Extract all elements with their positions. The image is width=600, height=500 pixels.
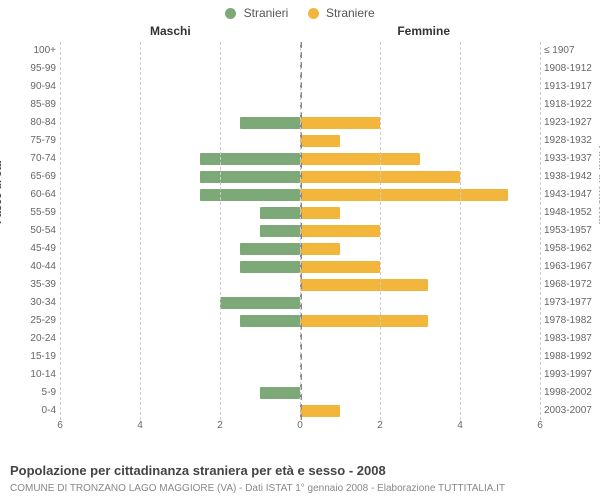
y-label-age: 45-49 [0, 240, 60, 258]
bar-female [300, 153, 420, 165]
y-label-birth: 1908-1912 [540, 60, 600, 78]
y-label-birth: 1928-1932 [540, 132, 600, 150]
footer-sub: COMUNE DI TRONZANO LAGO MAGGIORE (VA) - … [10, 483, 505, 494]
y-label-age: 90-94 [0, 78, 60, 96]
plot-half-female [300, 42, 540, 420]
bar-male [200, 153, 300, 165]
chart-area: Maschi Femmine Fasce di età Anni di nasc… [0, 24, 600, 454]
y-label-birth: ≤ 1907 [540, 42, 600, 60]
y-label-age: 25-29 [0, 312, 60, 330]
x-tick: 6 [537, 420, 543, 431]
bar-male [240, 315, 300, 327]
y-label-age: 35-39 [0, 276, 60, 294]
section-title-female: Femmine [397, 24, 450, 38]
plot-half-male [60, 42, 300, 420]
legend-male-swatch [225, 8, 236, 19]
bar-female [300, 261, 380, 273]
y-label-birth: 1973-1977 [540, 294, 600, 312]
legend-female-label: Straniere [326, 6, 375, 20]
y-label-birth: 1968-1972 [540, 276, 600, 294]
bar-male [240, 243, 300, 255]
section-title-male: Maschi [150, 24, 191, 38]
y-label-age: 50-54 [0, 222, 60, 240]
bar-male [240, 117, 300, 129]
legend-female-swatch [308, 8, 319, 19]
legend-male-label: Stranieri [244, 6, 289, 20]
y-label-age: 55-59 [0, 204, 60, 222]
bar-female [300, 315, 428, 327]
y-label-age: 85-89 [0, 96, 60, 114]
y-label-age: 95-99 [0, 60, 60, 78]
bar-female [300, 405, 340, 417]
y-label-age: 20-24 [0, 330, 60, 348]
grid-line [60, 42, 61, 420]
y-label-age: 65-69 [0, 168, 60, 186]
y-label-birth: 1923-1927 [540, 114, 600, 132]
bar-female [300, 117, 380, 129]
y-label-age: 5-9 [0, 384, 60, 402]
y-label-age: 70-74 [0, 150, 60, 168]
y-label-birth: 1958-1962 [540, 240, 600, 258]
chart-container: Stranieri Straniere Maschi Femmine Fasce… [0, 0, 600, 500]
y-label-birth: 1953-1957 [540, 222, 600, 240]
legend-female: Straniere [308, 6, 375, 20]
y-label-age: 40-44 [0, 258, 60, 276]
grid-line [380, 42, 381, 420]
bar-male [260, 225, 300, 237]
y-label-birth: 1993-1997 [540, 366, 600, 384]
y-label-birth: 1948-1952 [540, 204, 600, 222]
x-tick: 0 [297, 420, 303, 431]
bar-female [300, 243, 340, 255]
y-label-age: 80-84 [0, 114, 60, 132]
grid-line [140, 42, 141, 420]
y-label-birth: 1978-1982 [540, 312, 600, 330]
bar-female [300, 279, 428, 291]
y-label-age: 75-79 [0, 132, 60, 150]
y-label-birth: 1913-1917 [540, 78, 600, 96]
y-label-birth: 1918-1922 [540, 96, 600, 114]
grid-line [300, 42, 301, 420]
y-label-birth: 1988-1992 [540, 348, 600, 366]
y-label-age: 100+ [0, 42, 60, 60]
y-label-age: 60-64 [0, 186, 60, 204]
bar-male [240, 261, 300, 273]
x-tick: 4 [457, 420, 463, 431]
grid-line [460, 42, 461, 420]
x-tick: 4 [137, 420, 143, 431]
y-label-birth: 1943-1947 [540, 186, 600, 204]
bar-male [200, 171, 300, 183]
plot-area [60, 42, 540, 420]
x-tick: 2 [377, 420, 383, 431]
legend: Stranieri Straniere [0, 6, 600, 20]
bar-male [220, 297, 300, 309]
y-label-birth: 1938-1942 [540, 168, 600, 186]
x-tick: 6 [57, 420, 63, 431]
y-label-birth: 1998-2002 [540, 384, 600, 402]
legend-male: Stranieri [225, 6, 288, 20]
x-tick: 2 [217, 420, 223, 431]
y-label-age: 15-19 [0, 348, 60, 366]
footer-title: Popolazione per cittadinanza straniera p… [10, 463, 386, 478]
y-label-age: 10-14 [0, 366, 60, 384]
bar-male [260, 387, 300, 399]
y-label-age: 0-4 [0, 402, 60, 420]
bar-male [260, 207, 300, 219]
grid-line [220, 42, 221, 420]
bar-male [200, 189, 300, 201]
y-label-birth: 2003-2007 [540, 402, 600, 420]
y-label-birth: 1963-1967 [540, 258, 600, 276]
bar-female [300, 225, 380, 237]
y-label-birth: 1983-1987 [540, 330, 600, 348]
bar-female [300, 135, 340, 147]
bar-female [300, 207, 340, 219]
y-label-age: 30-34 [0, 294, 60, 312]
bar-female [300, 189, 508, 201]
y-label-birth: 1933-1937 [540, 150, 600, 168]
